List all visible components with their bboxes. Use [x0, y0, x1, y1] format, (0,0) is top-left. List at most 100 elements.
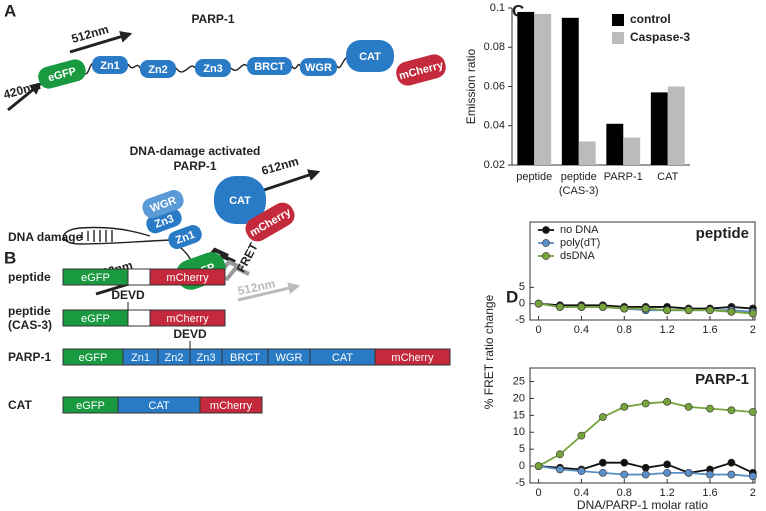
bar: [667, 86, 685, 165]
point: [748, 472, 757, 481]
point: [577, 431, 586, 440]
segment-label: CAT: [332, 352, 353, 364]
y-tick-label: 5: [519, 281, 525, 293]
y-tick-label: 0: [519, 460, 525, 472]
point: [620, 304, 629, 313]
plot-frame: [529, 221, 756, 321]
point: [663, 468, 672, 477]
wavelength: 612nm: [260, 154, 300, 178]
chart-title: peptide: [696, 225, 749, 242]
arrow: [7, 82, 42, 112]
point: [534, 299, 543, 308]
x-tick-line: (CAS-3): [559, 185, 599, 197]
legend-marker: [542, 226, 550, 234]
bar: [534, 13, 552, 166]
y-axis-label: Emission ratio: [464, 48, 478, 124]
cleavage-label: DEVD: [111, 288, 145, 302]
point: [620, 470, 629, 479]
segment-label: mCherry: [391, 352, 434, 364]
point: [577, 467, 586, 476]
series-line: [538, 400, 753, 467]
segment-label: eGFP: [79, 352, 108, 364]
fret-label: FRET: [234, 240, 261, 275]
x-tick-label: 0.8: [617, 487, 632, 499]
domain-shape: [168, 225, 202, 249]
x-tick-line: peptide: [561, 171, 597, 183]
segment-label: BRCT: [230, 352, 260, 364]
segment-label: mCherry: [166, 272, 209, 284]
y-tick-label: 0: [519, 298, 525, 310]
construct-label: PARP-1: [8, 350, 51, 364]
segment: [149, 309, 226, 327]
panel-title: PARP-1: [173, 159, 216, 173]
construct-label: peptide: [8, 270, 51, 284]
point: [556, 303, 564, 311]
legend-marker: [542, 252, 550, 260]
domain-label: Zn2: [148, 64, 168, 76]
y-tick-label: 0.06: [484, 80, 505, 92]
legend-label: Caspase-3: [630, 30, 690, 44]
point: [641, 470, 650, 479]
segment-label: Zn2: [165, 352, 184, 364]
domain-shape: [245, 202, 295, 242]
linker: [83, 57, 347, 75]
construct-label: (CAS-3): [8, 318, 52, 332]
point: [556, 465, 564, 474]
domain-label: WGR: [305, 62, 332, 74]
point: [684, 468, 693, 477]
x-tick-label: 2: [750, 487, 756, 499]
point: [727, 307, 736, 316]
bar: [561, 17, 579, 165]
domain-shape: [140, 60, 176, 78]
point: [748, 309, 757, 318]
construct-label: peptide: [8, 304, 51, 318]
segment-label: mCherry: [210, 400, 253, 412]
domain: CAT: [214, 176, 266, 224]
panel-letter: B: [4, 248, 16, 267]
point: [641, 399, 650, 408]
x-tick-label: 1.6: [702, 487, 717, 499]
x-tick-label: 0: [536, 487, 542, 499]
domain-label: BRCT: [254, 61, 285, 73]
y-tick-label: 0.02: [484, 159, 505, 171]
point: [534, 462, 543, 470]
y-tick-label: 25: [513, 375, 525, 387]
segment: [199, 396, 263, 414]
x-axis-label: DNA/PARP-1 molar ratio: [577, 498, 708, 511]
legend-marker: [542, 239, 550, 247]
domain-shape: [92, 56, 128, 74]
point: [598, 458, 607, 467]
domain: mCherry: [396, 54, 446, 86]
arrow: [69, 31, 133, 54]
legend-swatch: [612, 32, 624, 44]
point: [641, 463, 650, 472]
point: [706, 470, 714, 479]
point: [598, 303, 607, 311]
x-tick-label: PARP-1: [604, 171, 643, 183]
domain-shape: [195, 59, 231, 77]
x-tick-label: 1.2: [659, 324, 674, 336]
plot-frame: [529, 367, 756, 484]
domain-shape: [346, 40, 394, 72]
cleavage-label: DEVD: [173, 327, 207, 341]
y-tick-label: 20: [513, 392, 525, 404]
domain: Zn2: [140, 60, 176, 78]
point: [663, 306, 672, 315]
domain: Zn3: [195, 59, 231, 77]
point: [556, 450, 564, 459]
legend-label: poly(dT): [560, 237, 600, 249]
domain-shape: [142, 189, 184, 219]
segment: [127, 268, 151, 286]
legend-label: control: [630, 12, 671, 26]
segment-label: eGFP: [76, 400, 105, 412]
x-tick-label: peptide (CAS-3): [559, 171, 599, 197]
point: [727, 406, 736, 415]
point: [684, 306, 693, 315]
x-tick-label: 0: [536, 324, 542, 336]
segment-label: eGFP: [81, 313, 110, 325]
legend-label: no DNA: [560, 224, 599, 236]
arrow: [263, 169, 321, 192]
point: [706, 404, 714, 413]
x-tick-label: 1.6: [702, 324, 717, 336]
point: [727, 470, 736, 479]
